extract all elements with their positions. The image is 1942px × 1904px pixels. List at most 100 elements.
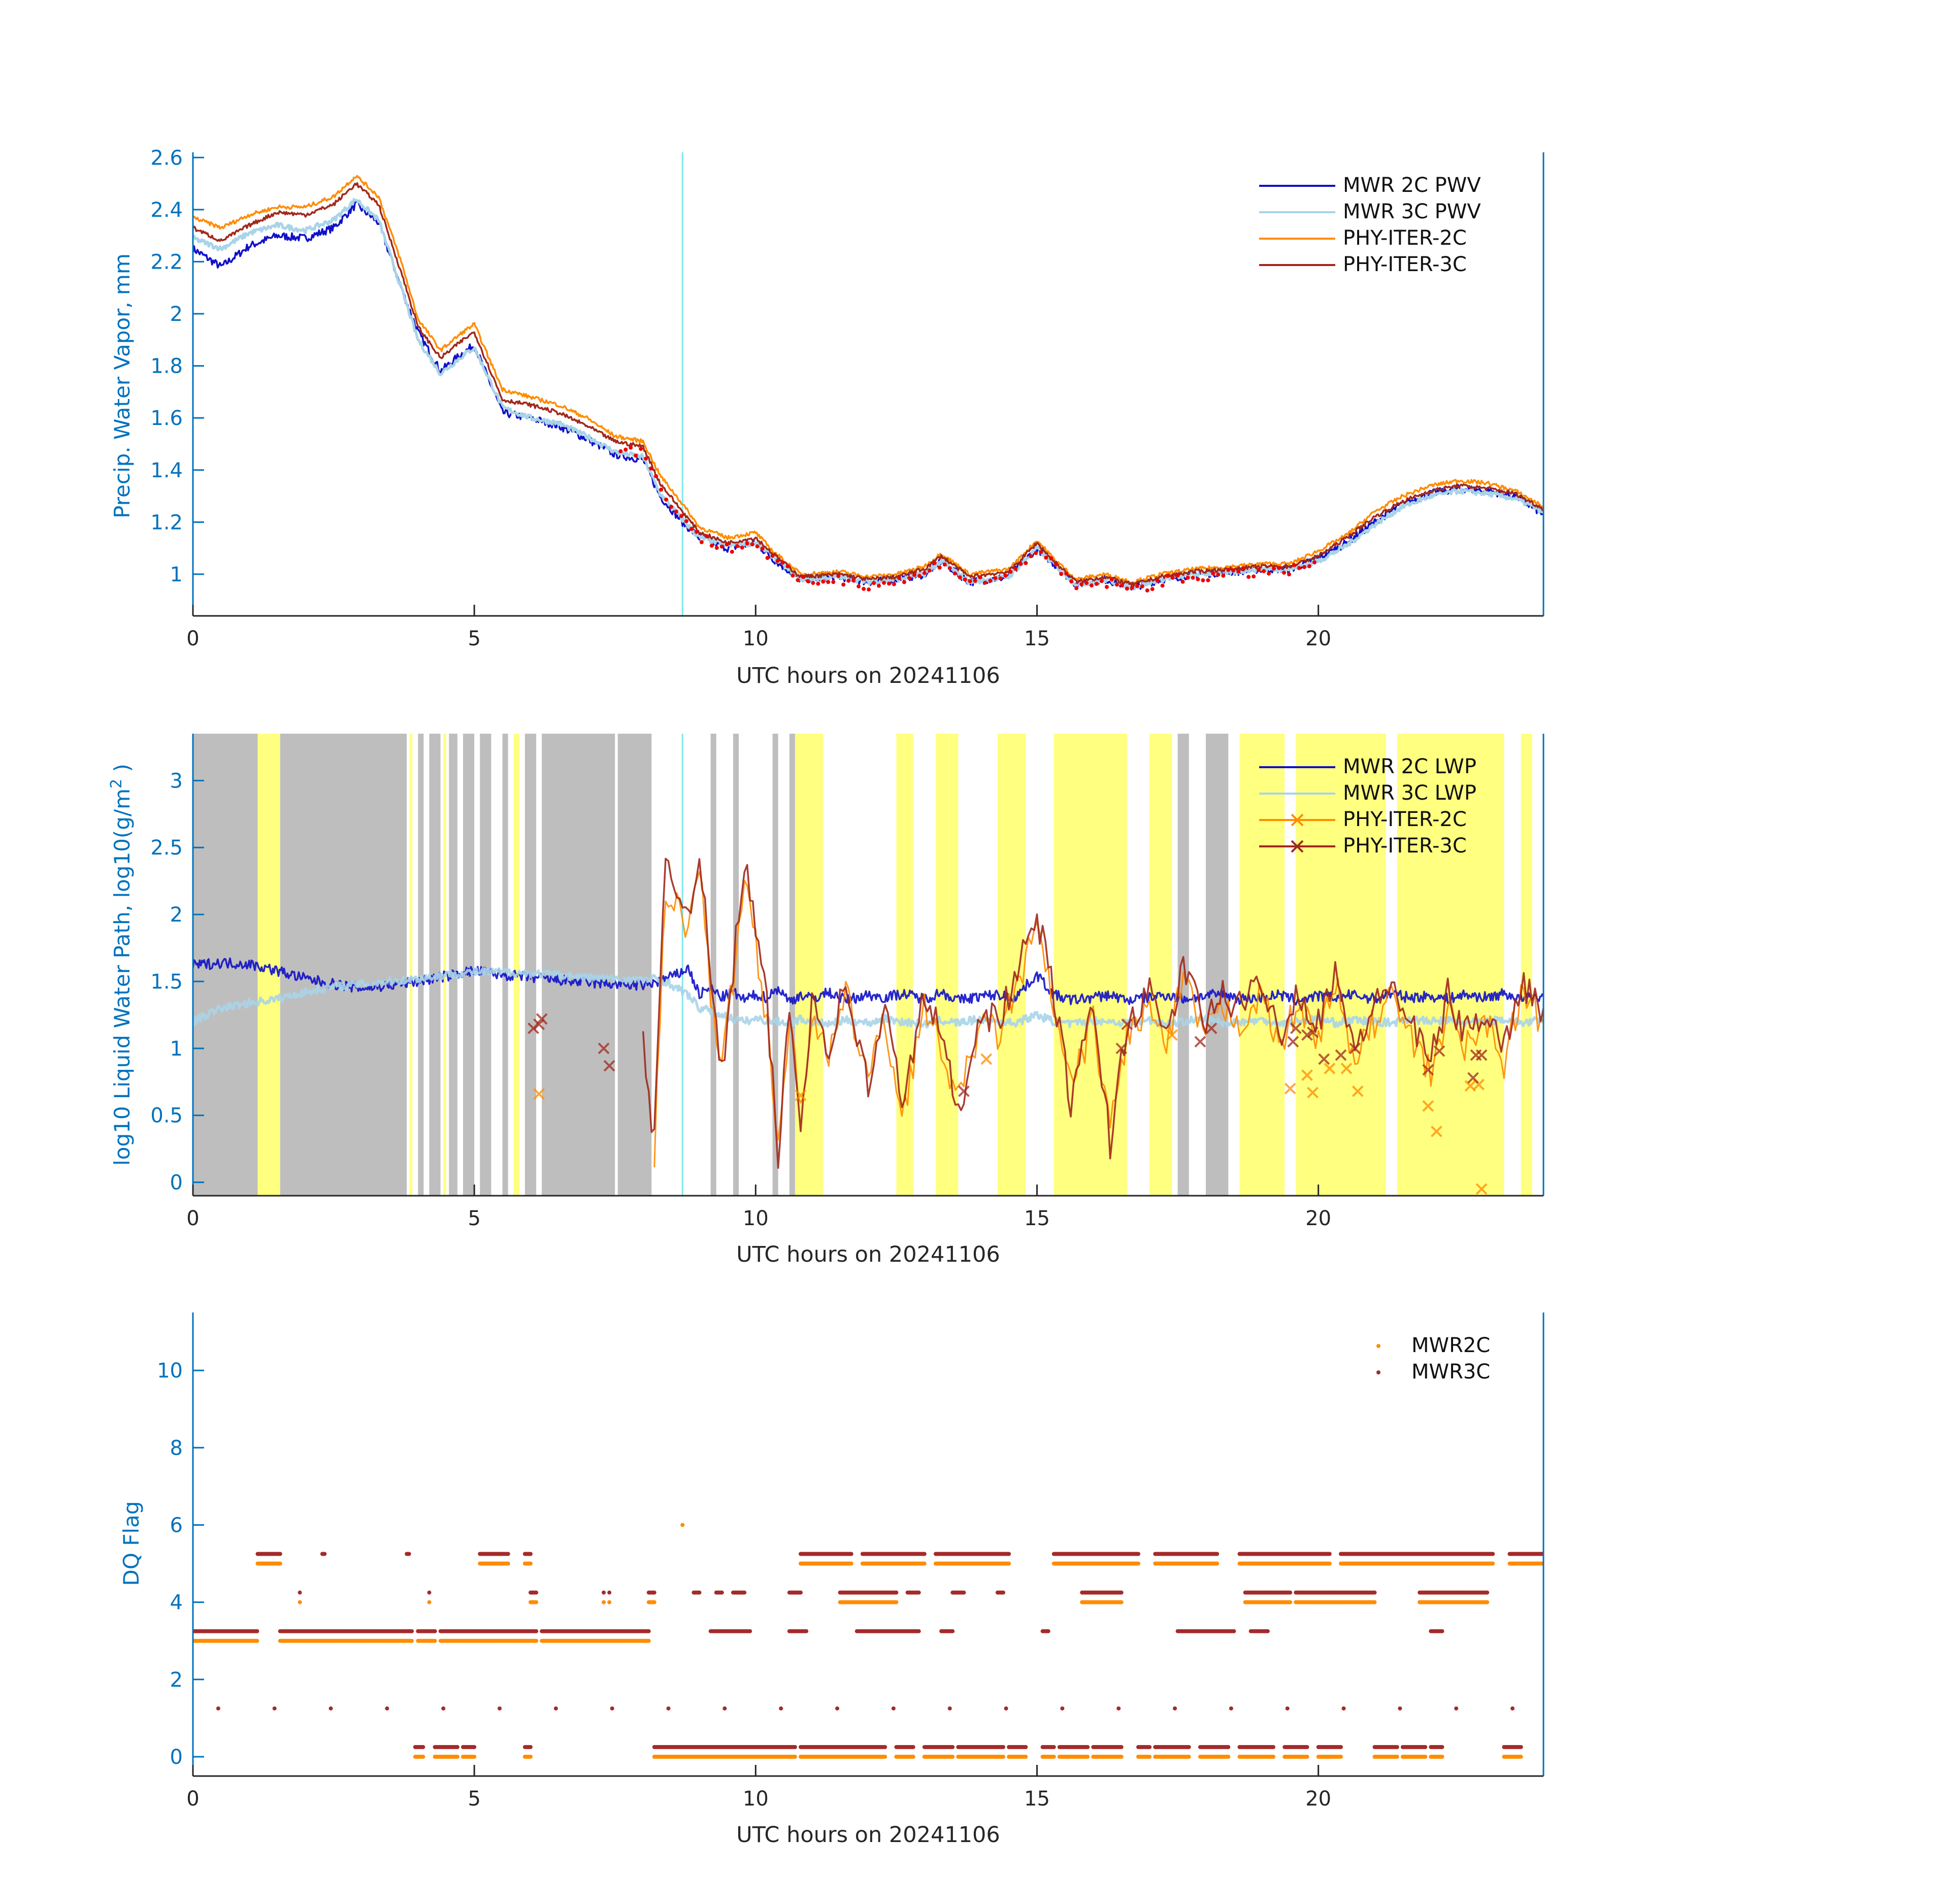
pwv-x-axis-label: UTC hours on 20241106: [736, 663, 1000, 688]
dq-legend-label-mwr2c_point: MWR2C: [1411, 1334, 1490, 1357]
dq-point-mwr3c_point: [1085, 1745, 1090, 1749]
dq-point-mwr3c_point: [1372, 1590, 1377, 1595]
dq-point-mwr3c_point: [1395, 1745, 1399, 1749]
dq-point-mwr2c_point: [1187, 1755, 1191, 1759]
pwv-ytick-label: 2.4: [150, 199, 183, 222]
pwv-xtick-label: 20: [1305, 627, 1331, 650]
lwp-flag-gray-band: [789, 734, 795, 1196]
pwv-red-point: [1039, 550, 1043, 554]
dq-point-mwr3c_point: [793, 1745, 797, 1749]
dq-point-mwr3c_point: [1136, 1552, 1140, 1556]
dq-point-mwr3c_point: [298, 1590, 302, 1595]
pwv-red-point: [765, 555, 770, 560]
pwv-red-point: [806, 579, 810, 583]
pwv-red-point: [618, 449, 623, 453]
pwv-red-point: [1277, 566, 1281, 570]
pwv-y-ticks: 1 1.2 1.4 1.6 1.8 2 2.2 2.4 2.6: [150, 146, 204, 586]
pwv-red-point: [1302, 565, 1306, 569]
dq-point-mwr3c_point: [922, 1552, 927, 1556]
pwv-red-point: [1074, 586, 1079, 590]
dq-point-mwr2c_point: [534, 1638, 539, 1643]
dq-point-mwr2c_point: [1305, 1755, 1309, 1759]
dq-point-mwr2c_point: [1372, 1600, 1377, 1604]
pwv-ytick-label: 2: [170, 303, 183, 326]
dq-point-mwr2c_point: [1485, 1600, 1490, 1604]
dq-point-mwr3c_point: [950, 1745, 955, 1749]
dq-point-mwr2c_point: [433, 1638, 437, 1643]
lwp-flag-gray-band: [617, 734, 652, 1196]
pwv-red-point: [699, 540, 704, 544]
dq-point-mwr3c_point: [421, 1745, 425, 1749]
pwv-ytick-label: 1.4: [150, 459, 183, 482]
dq-ytick-label: 10: [157, 1359, 183, 1383]
dq-point-mwr3c_point: [534, 1629, 539, 1633]
lwp-y-axis-label-suffix: ): [110, 764, 135, 779]
dq-point-mwr3c_point: [1001, 1590, 1005, 1595]
pwv-red-point: [1084, 581, 1089, 585]
dq-point-mwr3c_point: [1187, 1745, 1191, 1749]
pwv-red-point: [801, 574, 805, 579]
dq-point-mwr3c_point: [722, 1706, 727, 1711]
dq-xtick-label: 0: [186, 1787, 199, 1811]
lwp-ytick-label: 2: [170, 903, 183, 927]
pwv-ytick-label: 1.6: [150, 407, 183, 430]
dq-point-mwr2c_point: [646, 1638, 651, 1643]
pwv-y-axis-label: Precip. Water Vapor, mm: [110, 253, 135, 518]
pwv-red-point: [1008, 570, 1013, 574]
pwv-red-point: [1180, 579, 1185, 584]
dq-ytick-label: 0: [170, 1746, 183, 1769]
dq-point-mwr2c_point: [1491, 1561, 1495, 1566]
dq-point-mwr2c_point: [652, 1600, 656, 1604]
lwp-ytick-label: 1.5: [150, 970, 183, 994]
dq-point-mwr2c_point: [1519, 1755, 1523, 1759]
lwp-flag-gray-band: [429, 734, 441, 1196]
dq-point-mwr3c_point: [1119, 1745, 1124, 1749]
dq-point-mwr3c_point: [1454, 1706, 1459, 1711]
dq-point-mwr3c_point: [652, 1590, 656, 1595]
dq-point-mwr2c_point: [883, 1755, 887, 1759]
pwv-red-point: [1267, 571, 1271, 576]
dq-point-mwr3c_point: [916, 1590, 921, 1595]
dq-point-mwr3c_point: [1004, 1706, 1008, 1711]
lwp-series-mwr3c: [193, 967, 1543, 1029]
pwv-red-point: [1018, 562, 1023, 566]
dq-point-mwr2c_point: [410, 1638, 414, 1643]
dq-point-mwr2c_point: [1147, 1755, 1152, 1759]
pwv-red-point: [983, 580, 988, 585]
pwv-red-point: [1130, 585, 1134, 590]
pwv-red-point: [1094, 581, 1099, 586]
lwp-flag-yellow-band: [443, 734, 446, 1196]
lwp-flag-yellow-band: [1296, 734, 1386, 1196]
lwp-marker-phy3c: [1290, 1022, 1302, 1034]
dq-point-mwr2c_point: [1007, 1561, 1011, 1566]
pwv-red-point: [1160, 583, 1165, 588]
dq-point-mwr2c_point: [529, 1755, 533, 1759]
dq-point-mwr3c_point: [1232, 1629, 1236, 1633]
pwv-red-point: [1114, 582, 1119, 587]
dq-point-mwr3c_point: [1051, 1745, 1056, 1749]
pwv-series-phy3c: [193, 182, 1543, 587]
pwv-xtick-label: 10: [743, 627, 769, 650]
dq-point-mwr3c_point: [1007, 1552, 1011, 1556]
pwv-red-point: [1024, 561, 1028, 565]
dq-xtick-label: 10: [743, 1787, 769, 1811]
pwv-legend-label-phy2c: PHY-ITER-2C: [1343, 226, 1467, 250]
pwv-red-point: [892, 582, 896, 586]
dq-point-mwr3c_point: [1288, 1590, 1293, 1595]
dq-point-mwr3c_point: [553, 1706, 558, 1711]
dq-point-mwr2c_point: [1395, 1755, 1399, 1759]
pwv-red-point: [1236, 569, 1241, 574]
dq-point-mwr2c_point: [1423, 1755, 1428, 1759]
dq-point-mwr2c_point: [506, 1561, 510, 1566]
dq-point-mwr3c_point: [1229, 1706, 1233, 1711]
lwp-marker-phy2c: [795, 1089, 807, 1101]
lwp-y-ticks: 0 0.5 1 1.5 2 2.5 3: [150, 769, 204, 1195]
pwv-red-point: [816, 581, 820, 586]
pwv-red-point: [1064, 571, 1069, 576]
dq-point-mwr2c_point: [427, 1600, 432, 1604]
dq-point-mwr3c_point: [1485, 1590, 1490, 1595]
dq-xtick-label: 5: [468, 1787, 480, 1811]
pwv-red-point: [1044, 555, 1048, 560]
pwv-red-point: [902, 580, 906, 584]
dq-point-mwr3c_point: [894, 1590, 899, 1595]
